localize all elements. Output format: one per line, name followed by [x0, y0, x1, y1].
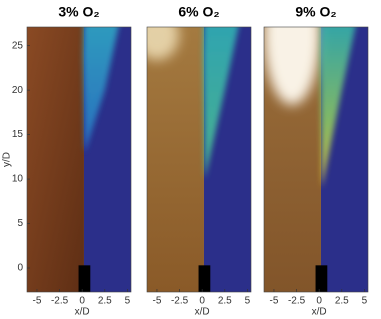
panel-title: 3% O₂	[58, 4, 99, 20]
glow	[264, 27, 321, 105]
x-tick-label: 5	[362, 296, 368, 307]
image	[27, 27, 131, 292]
x-tick-label: -5	[269, 296, 278, 307]
y-tick-label: 5	[17, 218, 23, 229]
glow	[147, 27, 179, 60]
photo	[27, 27, 84, 292]
y-axis-label: y/D	[2, 152, 13, 167]
y-tick-label: 15	[12, 129, 24, 140]
nozzle	[198, 265, 211, 292]
x-tick-label: 2.5	[98, 296, 112, 307]
panel: 6% O₂ x/D -5 -2.5 0 2.5 5	[146, 4, 252, 318]
x-tick-label: 2.5	[335, 296, 349, 307]
plume	[203, 27, 239, 180]
panel-title: 6% O₂	[178, 4, 219, 20]
panel: 3% O₂ x/D -5 -2.5 0 2.5 5 0 5 10 15 20 25 y/D	[2, 4, 132, 318]
x-tick-label: 5	[125, 296, 131, 307]
x-axis-label: x/D	[195, 307, 210, 318]
x-tick-label: -5	[32, 296, 41, 307]
x-tick-label: 2.5	[218, 296, 232, 307]
y-tick-label: 10	[12, 174, 24, 185]
image	[264, 27, 368, 292]
panel: 9% O₂ x/D -5 -2.5 0 2.5 5	[263, 4, 369, 318]
panel-title: 9% O₂	[295, 4, 336, 20]
frame	[26, 26, 132, 293]
x-axis-label: x/D	[312, 307, 327, 318]
x-tick-label: 0	[199, 296, 205, 307]
x-tick-label: -2.5	[288, 296, 306, 307]
x-tick-label: -2.5	[171, 296, 189, 307]
photo	[147, 27, 204, 292]
x-tick-label: -2.5	[51, 296, 69, 307]
x-tick-label: -5	[152, 296, 161, 307]
y-tick-label: 25	[12, 40, 24, 51]
image	[147, 27, 251, 292]
x-tick-label: 0	[316, 296, 322, 307]
plume	[320, 27, 356, 188]
x-tick-label: 0	[79, 296, 85, 307]
x-tick-label: 5	[245, 296, 251, 307]
frame	[146, 26, 252, 293]
plume	[83, 27, 119, 153]
nozzle	[78, 265, 91, 292]
y-tick-label: 20	[12, 85, 24, 96]
frame	[263, 26, 369, 293]
y-tick-label: 0	[17, 263, 23, 274]
x-axis-label: x/D	[75, 307, 90, 318]
nozzle	[315, 265, 328, 292]
